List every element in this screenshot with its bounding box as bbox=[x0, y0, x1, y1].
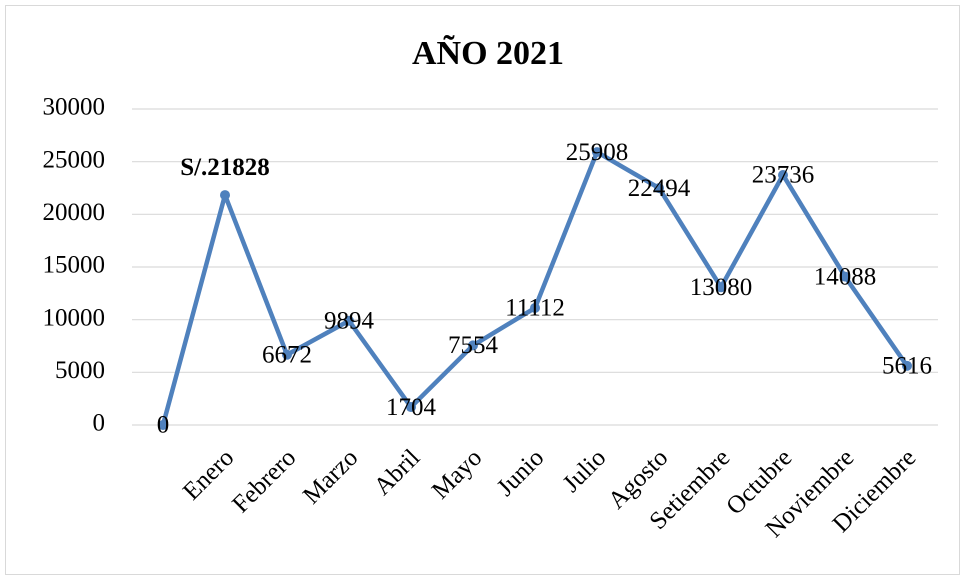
data-label: 9894 bbox=[324, 308, 375, 335]
y-tick-label: 10000 bbox=[43, 304, 106, 331]
chart-title: AÑO 2021 bbox=[412, 35, 564, 72]
point bbox=[902, 360, 912, 371]
point bbox=[716, 282, 726, 293]
data-label: 25908 bbox=[566, 139, 629, 166]
data-label: S/.21828 bbox=[180, 154, 270, 181]
chart-border bbox=[5, 5, 960, 575]
data-label: 0 bbox=[157, 412, 170, 439]
data-label: 14088 bbox=[814, 263, 877, 290]
point bbox=[840, 271, 850, 282]
point bbox=[406, 402, 416, 413]
point bbox=[282, 349, 292, 360]
data-label: 1704 bbox=[386, 394, 437, 421]
point bbox=[468, 340, 478, 351]
data-label: 7554 bbox=[448, 332, 499, 359]
data-label: 23736 bbox=[752, 162, 815, 189]
point bbox=[344, 315, 354, 326]
data-label: 5616 bbox=[882, 353, 932, 380]
point bbox=[592, 147, 602, 158]
y-tick-label: 30000 bbox=[43, 94, 106, 121]
y-tick-label: 25000 bbox=[43, 146, 106, 173]
data-label: 11112 bbox=[505, 295, 565, 322]
y-tick-label: 0 bbox=[93, 410, 106, 437]
y-tick-label: 5000 bbox=[55, 357, 105, 384]
point bbox=[158, 420, 168, 430]
y-tick-label: 20000 bbox=[43, 199, 106, 226]
data-label: 22494 bbox=[628, 175, 691, 202]
point bbox=[778, 169, 788, 180]
data-label: 6672 bbox=[262, 341, 312, 368]
point bbox=[654, 183, 664, 194]
data-label: 13080 bbox=[690, 274, 753, 301]
y-tick-label: 15000 bbox=[43, 252, 106, 279]
point bbox=[220, 190, 230, 201]
point bbox=[530, 302, 540, 313]
